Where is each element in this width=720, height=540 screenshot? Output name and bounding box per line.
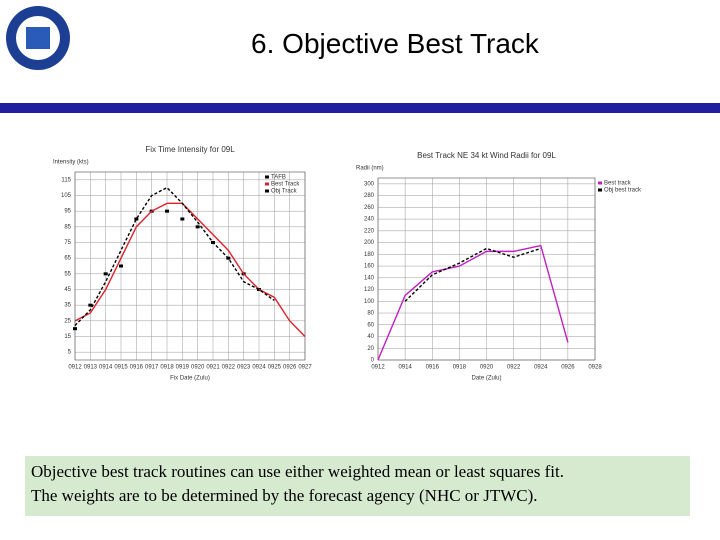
marker xyxy=(88,303,93,307)
x-tick-label: 0920 xyxy=(480,365,494,371)
legend-label: Best Track xyxy=(271,182,300,188)
x-tick-label: 0922 xyxy=(507,365,521,371)
legend-swatch xyxy=(265,182,269,186)
series-line xyxy=(377,244,569,361)
legend-label: TAFB xyxy=(271,175,286,181)
x-tick-label: 0919 xyxy=(176,365,190,371)
title-rule xyxy=(0,103,720,113)
x-axis-label: Fix Date (Zulu) xyxy=(170,376,210,382)
y-tick-label: 35 xyxy=(64,303,71,309)
slide-title: 6. Objective Best Track xyxy=(251,28,539,59)
y-tick-label: 280 xyxy=(364,193,375,199)
x-tick-label: 0914 xyxy=(398,365,412,371)
marker xyxy=(103,272,108,276)
x-tick-label: 0927 xyxy=(298,365,312,371)
marker xyxy=(134,217,139,221)
x-tick-label: 0924 xyxy=(534,365,548,371)
y-tick-label: 60 xyxy=(367,322,374,328)
legend-swatch xyxy=(598,188,602,192)
x-tick-label: 0915 xyxy=(114,365,128,371)
x-tick-label: 0920 xyxy=(191,365,205,371)
y-tick-label: 200 xyxy=(364,240,375,246)
y-tick-label: 160 xyxy=(364,264,375,270)
series-line xyxy=(74,202,306,337)
chart-title: Best Track NE 34 kt Wind Radii for 09L xyxy=(417,151,556,160)
y-tick-label: 0 xyxy=(371,358,375,364)
y-tick-label: 80 xyxy=(367,311,374,317)
legend-label: Obj Track xyxy=(271,189,298,195)
x-axis-label: Date (Zulu) xyxy=(471,376,501,382)
x-tick-label: 0923 xyxy=(237,365,251,371)
series-line xyxy=(404,247,541,302)
logo-shield xyxy=(26,27,50,49)
y-tick-label: 260 xyxy=(364,205,375,211)
x-tick-label: 0914 xyxy=(99,365,113,371)
legend-swatch xyxy=(265,189,269,193)
y-tick-label: 15 xyxy=(64,334,71,340)
x-tick-label: 0912 xyxy=(68,365,82,371)
x-tick-label: 0912 xyxy=(371,365,385,371)
x-tick-label: 0913 xyxy=(84,365,98,371)
y-tick-label: 45 xyxy=(64,287,71,293)
note-box: Objective best track routines can use ei… xyxy=(25,456,690,516)
y-tick-label: 140 xyxy=(364,275,375,281)
x-tick-label: 0918 xyxy=(160,365,174,371)
legend-swatch xyxy=(265,175,269,179)
marker xyxy=(165,209,169,213)
y-tick-label: 220 xyxy=(364,228,375,234)
logo xyxy=(6,6,70,70)
y-tick-label: 95 xyxy=(64,209,71,215)
y-tick-label: 180 xyxy=(364,252,375,258)
marker xyxy=(195,225,200,229)
x-tick-label: 0925 xyxy=(268,365,282,371)
legend-label: Best track xyxy=(604,181,632,187)
marker xyxy=(180,217,185,221)
chart-background xyxy=(355,148,615,390)
note-line: Objective best track routines can use ei… xyxy=(31,462,564,481)
y-tick-label: 300 xyxy=(364,181,375,187)
y-tick-label: 115 xyxy=(61,177,71,183)
y-tick-label: 20 xyxy=(367,346,374,352)
x-tick-label: 0918 xyxy=(453,365,467,371)
y-tick-label: 105 xyxy=(61,193,72,199)
series-line xyxy=(74,186,275,327)
x-tick-label: 0926 xyxy=(561,365,575,371)
note-line: The weights are to be determined by the … xyxy=(31,486,538,505)
y-axis-label: Intensity (kts) xyxy=(53,160,89,166)
plot-frame xyxy=(377,177,596,361)
y-tick-label: 65 xyxy=(64,256,71,262)
legend-swatch xyxy=(598,181,602,185)
y-tick-label: 5 xyxy=(68,350,72,356)
y-tick-label: 40 xyxy=(367,334,374,340)
marker xyxy=(119,264,123,268)
x-tick-label: 0928 xyxy=(588,365,602,371)
charts: Fix Time Intensity for 09L Intensity (kts… xyxy=(50,142,642,390)
x-tick-label: 0916 xyxy=(426,365,440,371)
x-tick-label: 0921 xyxy=(206,365,220,371)
y-tick-label: 55 xyxy=(64,271,71,277)
x-tick-label: 0922 xyxy=(222,365,236,371)
plot-frame xyxy=(74,171,306,361)
y-tick-label: 120 xyxy=(364,287,375,293)
marker xyxy=(73,327,77,331)
x-tick-label: 0916 xyxy=(130,365,144,371)
y-tick-label: 85 xyxy=(64,224,71,230)
x-tick-label: 0924 xyxy=(252,365,266,371)
x-tick-label: 0917 xyxy=(145,365,159,371)
y-tick-label: 75 xyxy=(64,240,71,246)
chart-title: Fix Time Intensity for 09L xyxy=(145,145,235,154)
y-axis-label: Radii (nm) xyxy=(356,166,384,172)
y-tick-label: 240 xyxy=(364,217,375,223)
y-tick-label: 100 xyxy=(364,299,375,305)
legend-label: Obj best track xyxy=(604,188,642,194)
x-tick-label: 0926 xyxy=(283,365,297,371)
y-tick-label: 25 xyxy=(64,318,71,324)
